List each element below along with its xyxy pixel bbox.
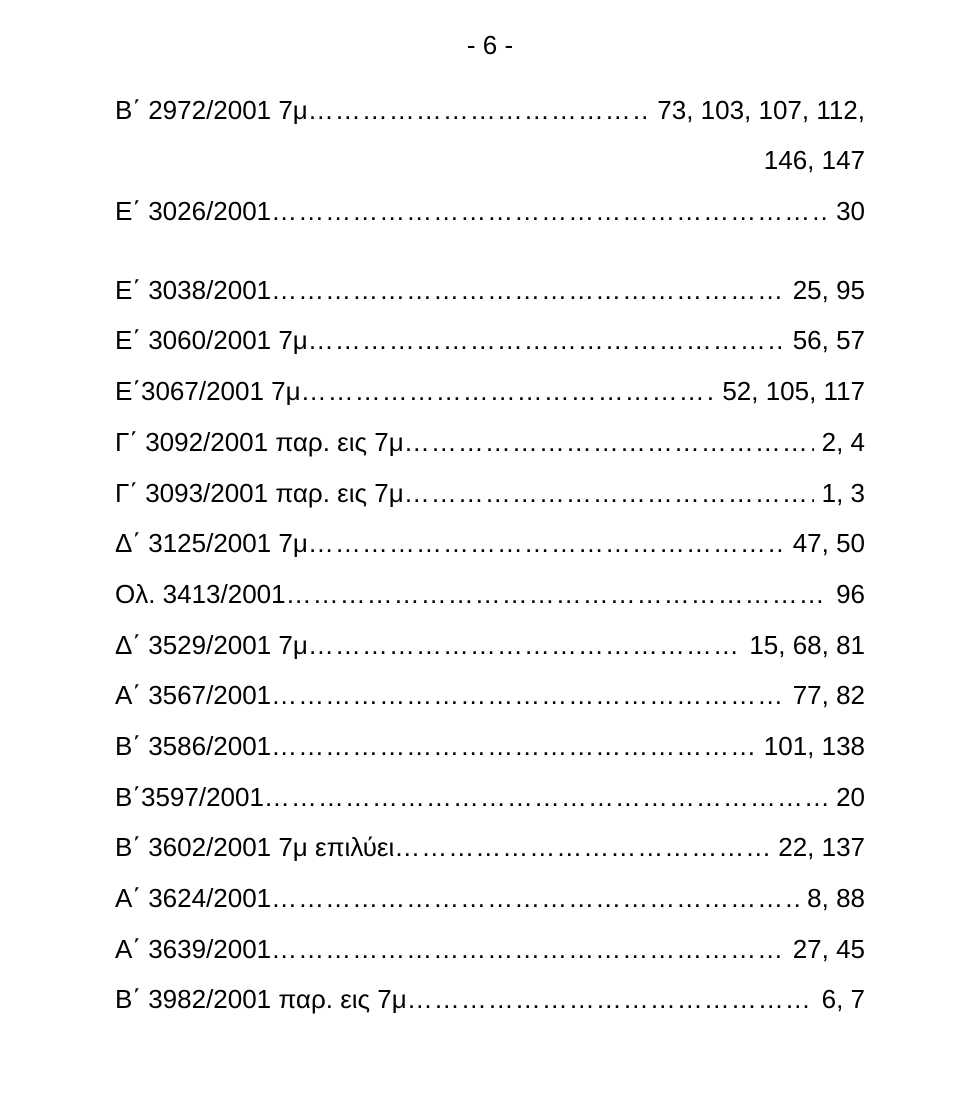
index-row-value: 1, 3 (814, 468, 865, 519)
index-row-label: Δ΄ 3529/2001 7μ (115, 630, 308, 660)
index-row: Β΄3597/2001……………………………………………………………………………… (115, 772, 865, 823)
index-row-value: 15, 68, 81 (741, 620, 865, 671)
index-list: Β΄ 2972/2001 7μ…………………………………………………………………… (115, 85, 865, 1025)
index-row-label: Γ΄ 3093/2001 παρ. εις 7μ (115, 478, 404, 508)
index-row-left: Β΄ 3982/2001 παρ. εις 7μ…………………………………………… (115, 974, 814, 1025)
index-row-value: 6, 7 (814, 974, 865, 1025)
index-row-label: Ε΄ 3026/2001 (115, 196, 271, 226)
index-row-value: 47, 50 (785, 518, 865, 569)
index-row-left: Β΄ 3586/2001…………………………………………………………………………… (115, 721, 756, 772)
index-row-left: Ε΄ 3026/2001…………………………………………………………………………… (115, 186, 828, 237)
index-row: Γ΄ 3093/2001 παρ. εις 7μ…………………………………………… (115, 468, 865, 519)
index-row: Α΄ 3624/2001…………………………………………………………………………… (115, 873, 865, 924)
leader-dots: ………………………………………………………………………………………………………… (271, 731, 756, 761)
index-row-left: Β΄ 3602/2001 7μ επιλύει……………………………………………… (115, 822, 770, 873)
index-row: Δ΄ 3529/2001 7μ…………………………………………………………………… (115, 620, 865, 671)
index-row: Ε΄ 3060/2001 7μ…………………………………………………………………… (115, 315, 865, 366)
index-row-label: Β΄ 3982/2001 παρ. εις 7μ (115, 984, 407, 1014)
index-row-left: Ε΄ 3038/2001…………………………………………………………………………… (115, 265, 785, 316)
leader-dots: ………………………………………………………………………………………………………… (308, 630, 742, 660)
index-row-label: Ολ. 3413/2001 (115, 579, 286, 609)
row-continuation: 146, 147 (115, 135, 865, 186)
index-row-left: Ολ. 3413/2001………………………………………………………………………… (115, 569, 828, 620)
index-row-left: Α΄ 3624/2001…………………………………………………………………………… (115, 873, 799, 924)
leader-dots: ………………………………………………………………………………………………………… (301, 376, 715, 406)
index-row-value: 22, 137 (770, 822, 865, 873)
index-row-value: 101, 138 (756, 721, 865, 772)
index-row-label: Ε΄ 3060/2001 7μ (115, 325, 308, 355)
index-row: Α΄ 3639/2001…………………………………………………………………………… (115, 924, 865, 975)
index-row-value: 25, 95 (785, 265, 865, 316)
leader-dots: ………………………………………………………………………………………………………… (264, 782, 828, 812)
index-row: Α΄ 3567/2001…………………………………………………………………………… (115, 670, 865, 721)
index-row-label: Α΄ 3639/2001 (115, 934, 271, 964)
index-row: Ε΄ 3026/2001…………………………………………………………………………… (115, 186, 865, 237)
index-row: Ε΄3067/2001 7μ……………………………………………………………………… (115, 366, 865, 417)
index-row-value: 77, 82 (785, 670, 865, 721)
index-row: Ολ. 3413/2001………………………………………………………………………… (115, 569, 865, 620)
index-row-left: Γ΄ 3093/2001 παρ. εις 7μ…………………………………………… (115, 468, 814, 519)
index-row-left: Β΄3597/2001……………………………………………………………………………… (115, 772, 828, 823)
leader-dots: ………………………………………………………………………………………………………… (271, 196, 828, 226)
index-row-left: Β΄ 2972/2001 7μ…………………………………………………………………… (115, 85, 649, 136)
page: - 6 - Β΄ 2972/2001 7μ…………………………………………………… (0, 0, 960, 1065)
index-row-label: Β΄ 2972/2001 7μ (115, 95, 308, 125)
index-row-left: Δ΄ 3125/2001 7μ…………………………………………………………………… (115, 518, 785, 569)
index-row-label: Β΄3597/2001 (115, 782, 264, 812)
leader-dots: ………………………………………………………………………………………………………… (271, 275, 785, 305)
index-row-left: Α΄ 3567/2001…………………………………………………………………………… (115, 670, 785, 721)
index-row-label: Ε΄ 3038/2001 (115, 275, 271, 305)
index-row-left: Δ΄ 3529/2001 7μ…………………………………………………………………… (115, 620, 741, 671)
page-number: - 6 - (115, 20, 865, 71)
index-row-label: Δ΄ 3125/2001 7μ (115, 528, 308, 558)
index-row-label: Β΄ 3586/2001 (115, 731, 271, 761)
index-row-value: 2, 4 (814, 417, 865, 468)
leader-dots: ………………………………………………………………………………………………………… (286, 579, 829, 609)
leader-dots: ………………………………………………………………………………………………………… (394, 832, 770, 862)
index-row-left: Ε΄ 3060/2001 7μ…………………………………………………………………… (115, 315, 785, 366)
index-row-left: Γ΄ 3092/2001 παρ. εις 7μ…………………………………………… (115, 417, 814, 468)
index-row: Γ΄ 3092/2001 παρ. εις 7μ…………………………………………… (115, 417, 865, 468)
index-row: Β΄ 2972/2001 7μ…………………………………………………………………… (115, 85, 865, 136)
index-row-value: 52, 105, 117 (714, 366, 865, 417)
leader-dots: ………………………………………………………………………………………………………… (308, 325, 785, 355)
index-row-left: Α΄ 3639/2001…………………………………………………………………………… (115, 924, 785, 975)
index-row-label: Ε΄3067/2001 7μ (115, 376, 301, 406)
leader-dots: ………………………………………………………………………………………………………… (271, 883, 799, 913)
index-row-value: 8, 88 (799, 873, 865, 924)
index-row: Β΄ 3982/2001 παρ. εις 7μ…………………………………………… (115, 974, 865, 1025)
leader-dots: ………………………………………………………………………………………………………… (308, 95, 650, 125)
index-row-value: 27, 45 (785, 924, 865, 975)
index-row-value: 96 (828, 569, 865, 620)
row-gap (115, 237, 865, 265)
leader-dots: ………………………………………………………………………………………………………… (404, 478, 814, 508)
leader-dots: ………………………………………………………………………………………………………… (404, 427, 814, 457)
index-row-value: 73, 103, 107, 112, (649, 85, 865, 136)
index-row: Δ΄ 3125/2001 7μ…………………………………………………………………… (115, 518, 865, 569)
index-row-value: 30 (828, 186, 865, 237)
index-row-left: Ε΄3067/2001 7μ……………………………………………………………………… (115, 366, 714, 417)
index-row: Β΄ 3586/2001…………………………………………………………………………… (115, 721, 865, 772)
leader-dots: ………………………………………………………………………………………………………… (271, 680, 785, 710)
index-row-label: Γ΄ 3092/2001 παρ. εις 7μ (115, 427, 404, 457)
index-row-value: 56, 57 (785, 315, 865, 366)
leader-dots: ………………………………………………………………………………………………………… (308, 528, 785, 558)
index-row-label: Α΄ 3567/2001 (115, 680, 271, 710)
index-row-value: 20 (828, 772, 865, 823)
index-row-label: Α΄ 3624/2001 (115, 883, 271, 913)
index-row: Β΄ 3602/2001 7μ επιλύει……………………………………………… (115, 822, 865, 873)
index-row-label: Β΄ 3602/2001 7μ επιλύει (115, 832, 394, 862)
leader-dots: ………………………………………………………………………………………………………… (407, 984, 814, 1014)
index-row: Ε΄ 3038/2001…………………………………………………………………………… (115, 265, 865, 316)
leader-dots: ………………………………………………………………………………………………………… (271, 934, 785, 964)
